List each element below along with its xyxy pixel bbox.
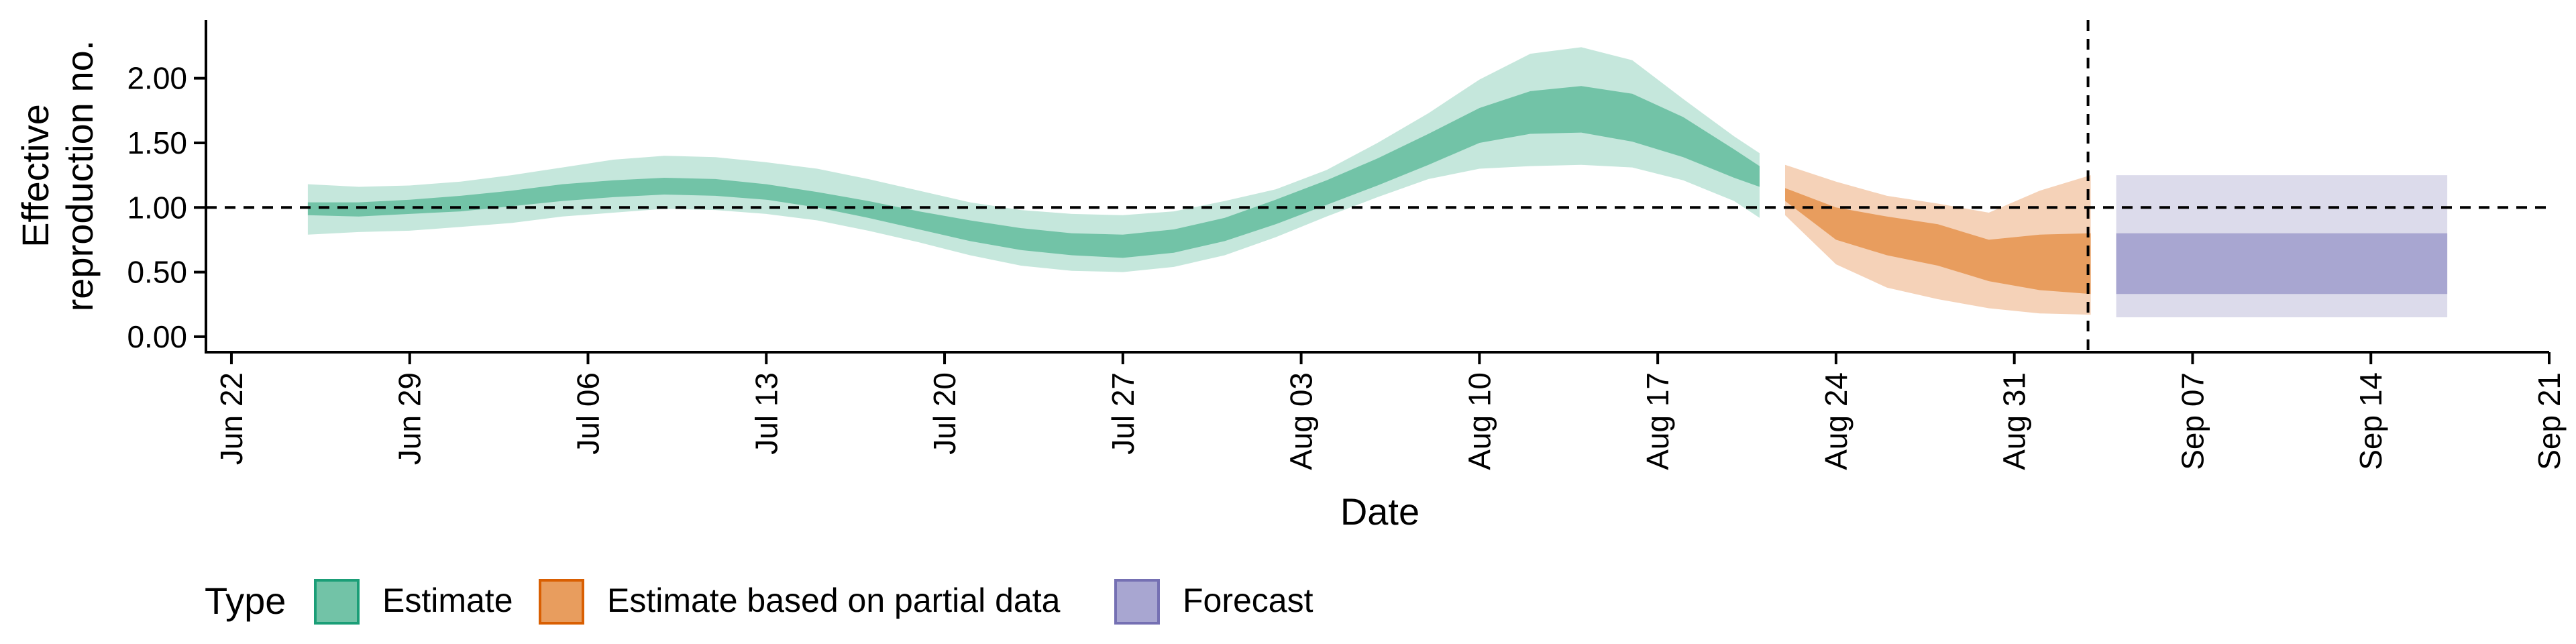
y-tick-label: 0.50 xyxy=(127,255,187,290)
x-tick-label: Jul 13 xyxy=(749,372,784,455)
estimate-outer-band xyxy=(307,47,1760,272)
x-tick-label: Aug 24 xyxy=(1819,372,1854,470)
x-tick-label: Jul 27 xyxy=(1106,372,1140,455)
x-tick-label: Sep 21 xyxy=(2532,372,2567,470)
x-tick-label: Aug 03 xyxy=(1284,372,1319,470)
forecast-inner-band xyxy=(2116,233,2448,294)
legend-key-estimate-based-on-partial-data xyxy=(539,579,584,625)
legend-key-estimate xyxy=(314,579,360,625)
y-axis-ticks: 0.00 0.50 1.00 1.50 2.00 xyxy=(127,61,206,354)
x-tick-label: Aug 17 xyxy=(1640,372,1675,470)
y-tick-label: 0.00 xyxy=(127,319,187,354)
y-axis-title: Effective reproduction no. xyxy=(14,40,101,312)
x-tick-label: Aug 31 xyxy=(1997,372,2032,470)
x-tick-label: Jul 06 xyxy=(571,372,606,455)
y-tick-label: 1.00 xyxy=(127,190,187,225)
axes xyxy=(205,20,2549,354)
x-tick-label: Jul 20 xyxy=(927,372,962,455)
legend: Type Estimate Estimate based on partial d… xyxy=(205,579,1313,625)
x-tick-label: Sep 14 xyxy=(2353,372,2388,470)
x-axis-ticks: Jun 22 Jun 29 Jul 06 Jul 13 Jul 20 Jul 27 Aug … xyxy=(214,352,2567,470)
legend-label-forecast: Forecast xyxy=(1183,582,1313,619)
y-tick-label: 1.50 xyxy=(127,125,187,160)
legend-items: Estimate Estimate based on partial data Fo… xyxy=(314,579,1313,625)
x-tick-label: Sep 07 xyxy=(2176,372,2210,470)
legend-title: Type xyxy=(205,580,286,622)
estimate-inner-band xyxy=(307,86,1760,258)
x-tick-label: Jun 22 xyxy=(214,372,249,465)
x-tick-label: Jun 29 xyxy=(392,372,427,465)
y-axis-title-line-1: Effective xyxy=(14,104,56,248)
y-tick-label: 2.00 xyxy=(127,61,187,96)
ribbon-bands xyxy=(307,47,2448,317)
plot-area: Jun 22 Jun 29 Jul 06 Jul 13 Jul 20 Jul 27 Aug … xyxy=(127,20,2567,470)
legend-label-estimate: Estimate xyxy=(382,582,513,619)
y-axis-title-line-2: reproduction no. xyxy=(58,40,101,312)
legend-key-forecast xyxy=(1114,579,1160,625)
reference-lines xyxy=(206,20,2549,352)
estimate-based-on-partial-data-inner-band xyxy=(1785,188,2091,294)
x-axis-title: Date xyxy=(1340,490,1419,533)
legend-label-estimate-based-on-partial-data: Estimate based on partial data xyxy=(607,582,1061,619)
x-tick-label: Aug 10 xyxy=(1462,372,1497,470)
